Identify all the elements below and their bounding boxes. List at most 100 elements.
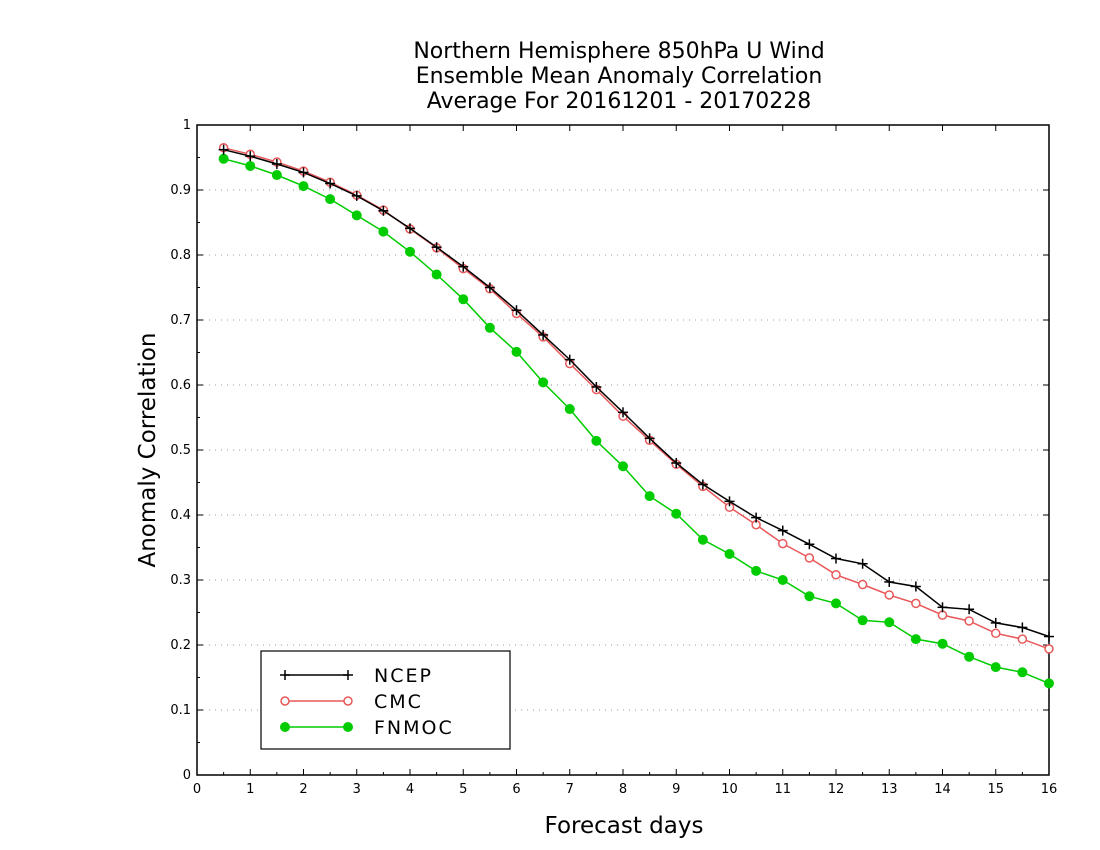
data-point-cmc	[991, 628, 1001, 639]
y-tick-label: 0.9	[170, 183, 191, 198]
legend-entry-ncep: NCEP	[280, 665, 431, 687]
y-tick-label: 0.2	[170, 638, 191, 653]
data-point-ncep	[431, 242, 442, 253]
x-tick-label: 4	[406, 782, 414, 797]
x-tick-label: 13	[881, 782, 898, 797]
series-fnmoc	[218, 153, 1054, 689]
x-tick-label: 3	[353, 782, 361, 797]
data-point-fnmoc	[351, 210, 362, 221]
data-point-ncep	[618, 407, 628, 418]
y-tick-label: 0.6	[170, 378, 191, 393]
data-point-fnmoc	[671, 508, 682, 519]
data-point-ncep	[724, 496, 735, 507]
data-point-ncep	[591, 381, 602, 392]
x-tick-label: 15	[987, 782, 1004, 797]
chart-title-line: Northern Hemisphere 850hPa U Wind	[413, 39, 824, 64]
data-point-ncep	[1044, 631, 1054, 642]
data-point-ncep	[564, 354, 575, 365]
legend-label: FNMOC	[374, 717, 454, 739]
data-point-fnmoc	[484, 322, 495, 333]
data-point-ncep	[1017, 622, 1028, 633]
data-point-ncep	[298, 167, 309, 178]
data-point-cmc	[1017, 634, 1028, 644]
data-point-fnmoc	[937, 638, 948, 649]
y-tick-label: 0.4	[170, 508, 191, 523]
legend-marker	[280, 696, 290, 706]
data-point-fnmoc	[964, 651, 975, 662]
data-point-ncep	[964, 604, 975, 615]
x-tick-label: 12	[828, 782, 845, 797]
data-point-ncep	[325, 178, 336, 189]
y-tick-label: 0.3	[170, 573, 191, 588]
x-tick-label: 16	[1041, 782, 1058, 797]
series-plot	[218, 143, 1054, 689]
data-point-cmc	[857, 579, 868, 590]
data-point-fnmoc	[618, 461, 628, 472]
x-tick-label: 8	[619, 782, 627, 797]
x-tick-label: 0	[193, 782, 201, 797]
data-point-fnmoc	[431, 269, 442, 280]
series-ncep	[218, 144, 1054, 642]
data-point-ncep	[378, 205, 389, 216]
data-point-ncep	[271, 159, 282, 169]
data-point-fnmoc	[884, 617, 895, 628]
x-tick-label: 14	[934, 782, 951, 797]
data-point-fnmoc	[990, 662, 1001, 673]
data-point-fnmoc	[245, 160, 256, 171]
legend-entry-cmc: CMC	[280, 691, 421, 713]
data-point-fnmoc	[538, 377, 549, 388]
legend-entry-fnmoc: FNMOC	[280, 717, 454, 739]
legend-box	[260, 650, 511, 750]
series-line-fnmoc	[223, 158, 1050, 685]
data-point-fnmoc	[644, 491, 655, 502]
series-line-cmc	[223, 147, 1050, 650]
data-point-ncep	[671, 458, 682, 468]
x-tick-label: 2	[299, 782, 307, 797]
data-point-ncep	[458, 261, 469, 272]
legend-marker	[343, 696, 353, 706]
data-point-ncep	[484, 282, 495, 293]
data-point-cmc	[911, 598, 921, 609]
data-point-ncep	[804, 539, 815, 550]
legend: NCEP CMC FNMOC	[260, 650, 511, 750]
data-point-fnmoc	[831, 598, 841, 609]
chart-title-line: Average For 20161201 - 20170228	[427, 89, 812, 114]
data-point-ncep	[511, 305, 522, 316]
x-tick-label: 11	[774, 782, 791, 797]
data-point-cmc	[778, 538, 788, 549]
series-line-ncep	[223, 148, 1050, 638]
data-point-fnmoc	[777, 575, 788, 585]
y-tick-label: 1	[183, 118, 191, 133]
data-point-fnmoc	[804, 591, 815, 602]
data-point-ncep	[777, 525, 788, 536]
legend-marker	[280, 670, 290, 680]
x-tick-label: 5	[459, 782, 467, 797]
data-point-fnmoc	[1044, 678, 1054, 689]
x-tick-label: 7	[566, 782, 574, 797]
data-point-fnmoc	[405, 246, 415, 257]
data-point-fnmoc	[298, 181, 309, 192]
data-point-fnmoc	[1017, 667, 1028, 678]
chart-title-line: Ensemble Mean Anomaly Correlation	[416, 64, 823, 89]
data-point-fnmoc	[511, 346, 522, 357]
legend-marker	[280, 722, 290, 732]
data-point-ncep	[884, 576, 895, 587]
x-axis-ticks: 0 1 2 3 4 5 6 7 8 9 10 11 12 13 14 15 16	[193, 125, 1057, 797]
data-point-ncep	[937, 602, 948, 613]
data-point-ncep	[644, 433, 655, 444]
x-tick-label: 1	[246, 782, 254, 797]
y-axis-ticks: 0 0.1 0.2 0.3 0.4 0.5 0.6 0.7 0.8 0.9 1	[170, 118, 1049, 783]
data-point-fnmoc	[857, 615, 868, 626]
data-point-fnmoc	[697, 534, 708, 545]
data-point-fnmoc	[378, 226, 389, 237]
y-tick-label: 0.5	[170, 443, 191, 458]
data-point-fnmoc	[271, 170, 282, 181]
chart-title: Northern Hemisphere 850hPa U WindEnsembl…	[413, 39, 824, 114]
series-cmc	[218, 143, 1054, 654]
x-tick-label: 10	[721, 782, 738, 797]
data-point-cmc	[804, 553, 815, 563]
data-point-fnmoc	[591, 435, 602, 446]
data-point-cmc	[1044, 644, 1054, 654]
data-point-fnmoc	[564, 404, 575, 415]
